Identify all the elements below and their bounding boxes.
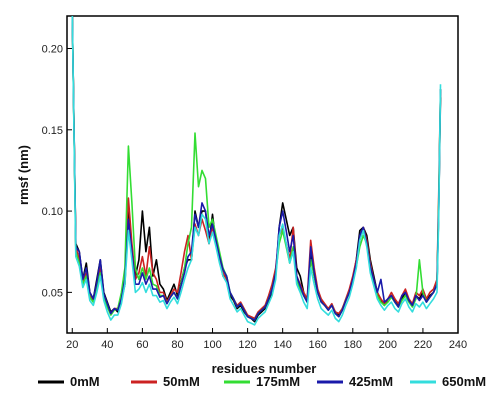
y-tick-label: 0.20 <box>42 44 63 56</box>
legend-label: 175mM <box>256 374 300 389</box>
legend-label: 0mM <box>70 374 100 389</box>
x-tick-label: 220 <box>414 339 432 351</box>
legend-label: 50mM <box>163 374 200 389</box>
x-tick-label: 40 <box>101 339 113 351</box>
x-axis-ticks: 20 40 60 80 100 120 140 160 180 200 220 240 <box>66 328 467 351</box>
series-line-175mm <box>71 15 442 321</box>
y-axis-ticks: 0.05 0.10 0.15 0.20 <box>42 44 72 299</box>
series-line-425mm <box>71 15 442 321</box>
legend-label: 650mM <box>442 374 486 389</box>
y-tick-label: 0.10 <box>42 206 63 218</box>
series-lines <box>71 15 442 326</box>
series-line-650mm <box>71 15 442 326</box>
x-axis-title: residues number <box>212 361 317 376</box>
x-tick-label: 20 <box>66 339 78 351</box>
x-tick-label: 200 <box>379 339 397 351</box>
x-tick-label: 80 <box>171 339 183 351</box>
x-tick-label: 140 <box>273 339 291 351</box>
y-tick-label: 0.05 <box>42 287 63 299</box>
legend: 0mM 50mM 175mM 425mM 650mM <box>38 374 486 389</box>
legend-label: 425mM <box>349 374 393 389</box>
x-tick-label: 180 <box>344 339 362 351</box>
x-tick-label: 60 <box>136 339 148 351</box>
x-tick-label: 100 <box>203 339 221 351</box>
x-tick-label: 160 <box>309 339 327 351</box>
y-tick-label: 0.15 <box>42 125 63 137</box>
x-tick-label: 240 <box>449 339 467 351</box>
plot-frame <box>66 15 459 334</box>
x-tick-label: 120 <box>238 339 256 351</box>
y-axis-title: rmsf (nm) <box>16 145 31 205</box>
